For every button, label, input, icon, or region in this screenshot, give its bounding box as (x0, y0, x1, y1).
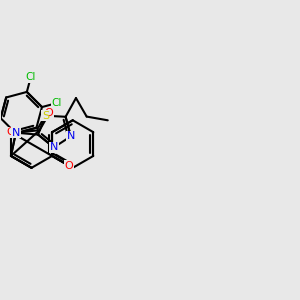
Text: O: O (45, 109, 54, 118)
Text: N: N (50, 142, 58, 152)
Text: N: N (67, 131, 75, 141)
Text: O: O (64, 160, 73, 171)
Text: Cl: Cl (52, 98, 62, 108)
Text: Cl: Cl (26, 72, 36, 82)
Text: S: S (42, 111, 49, 121)
Text: O: O (7, 127, 15, 137)
Text: N: N (12, 128, 20, 138)
